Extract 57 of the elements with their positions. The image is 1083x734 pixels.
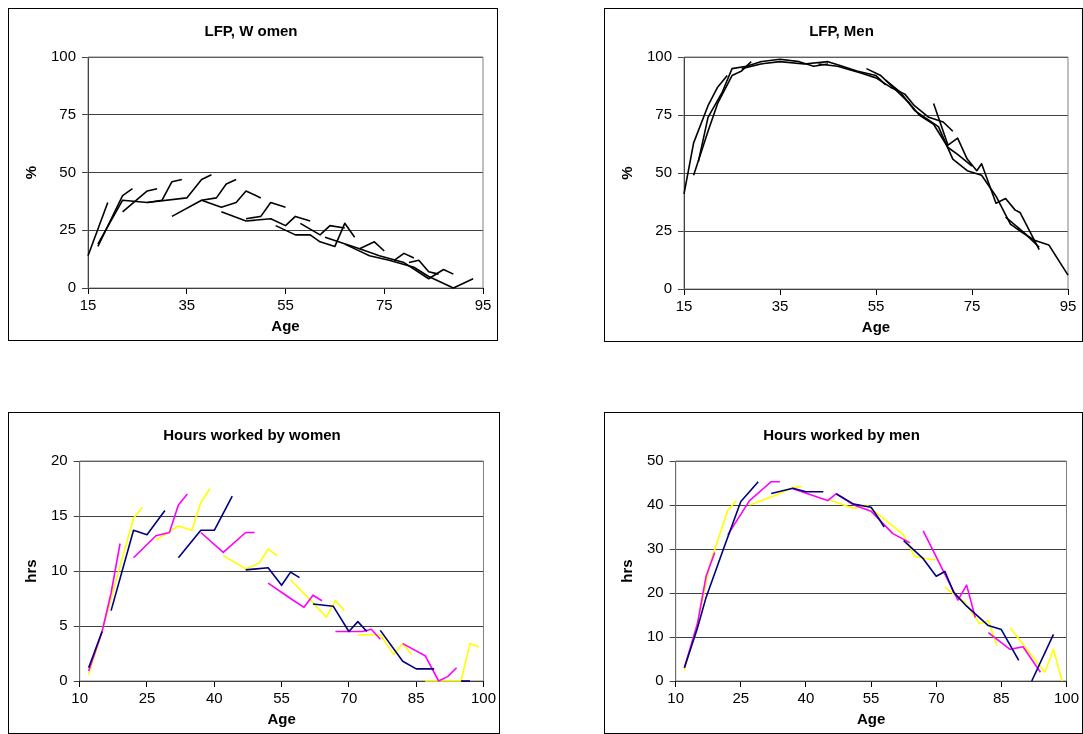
y-tick-label: 25	[655, 221, 673, 239]
y-tick-label: 20	[51, 451, 68, 469]
y-tick-label: 0	[655, 671, 664, 689]
x-tick-label: 100	[1053, 689, 1079, 707]
y-tick-label: 100	[647, 47, 673, 65]
x-tick-label: 25	[732, 689, 750, 707]
y-tick-label: 75	[655, 105, 673, 123]
y-tick-label: 50	[647, 451, 664, 469]
y-tick-label: 5	[59, 616, 68, 634]
x-tick-label: 55	[867, 297, 885, 315]
y-tick-label: 25	[59, 220, 77, 238]
chart-title: LFP, Men	[809, 22, 874, 40]
y-tick-label: 10	[647, 627, 664, 645]
x-tick-label: 95	[474, 296, 492, 314]
x-axis-title: Age	[267, 710, 296, 728]
x-tick-label: 85	[993, 689, 1010, 707]
y-tick-label: 30	[647, 539, 664, 557]
y-axis-title: hrs	[22, 559, 40, 583]
y-tick-label: 15	[51, 506, 68, 524]
x-tick-label: 35	[178, 296, 196, 314]
x-tick-label: 95	[1059, 297, 1077, 315]
x-axis-title: Age	[271, 317, 300, 335]
x-tick-label: 100	[470, 689, 496, 707]
x-tick-label: 70	[340, 689, 358, 707]
y-tick-label: 0	[663, 279, 673, 297]
x-tick-label: 15	[79, 296, 97, 314]
x-tick-label: 25	[138, 689, 156, 707]
y-tick-label: 40	[647, 495, 664, 513]
y-tick-label: 50	[655, 163, 673, 181]
y-tick-label: 50	[59, 162, 77, 180]
y-axis-title: %	[22, 165, 40, 180]
y-tick-label: 10	[51, 561, 68, 579]
x-tick-label: 10	[667, 689, 685, 707]
chart-title: Hours worked by men	[763, 426, 920, 444]
x-tick-label: 55	[273, 689, 290, 707]
x-tick-label: 85	[407, 689, 425, 707]
y-tick-label: 100	[51, 47, 77, 65]
x-tick-label: 35	[771, 297, 789, 315]
x-tick-label: 40	[797, 689, 815, 707]
y-tick-label: 75	[59, 104, 77, 122]
x-tick-label: 75	[375, 296, 393, 314]
x-tick-label: 10	[71, 689, 89, 707]
x-tick-label: 75	[963, 297, 981, 315]
x-tick-label: 55	[277, 296, 294, 314]
x-tick-label: 40	[205, 689, 223, 707]
y-axis-title: hrs	[618, 559, 636, 583]
x-tick-label: 15	[675, 297, 693, 315]
y-tick-label: 20	[647, 583, 664, 601]
chart-title: LFP, W omen	[204, 22, 298, 40]
y-axis-title: %	[618, 166, 636, 180]
x-axis-title: Age	[861, 318, 891, 336]
y-tick-label: 0	[67, 278, 77, 296]
chart-title: Hours worked by women	[163, 426, 341, 444]
x-tick-label: 55	[862, 689, 880, 707]
x-tick-label: 70	[927, 689, 945, 707]
y-tick-label: 0	[59, 671, 68, 689]
x-axis-title: Age	[856, 710, 886, 728]
